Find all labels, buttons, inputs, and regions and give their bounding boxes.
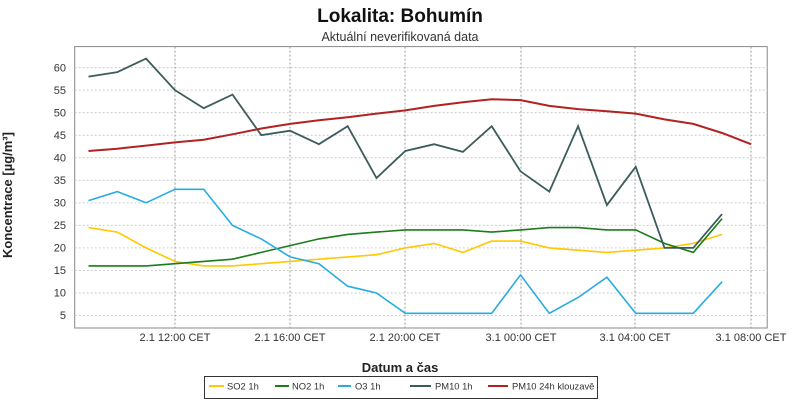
svg-text:O3 1h: O3 1h: [355, 381, 381, 392]
svg-text:NO2 1h: NO2 1h: [292, 381, 324, 392]
svg-text:PM10 1h: PM10 1h: [435, 381, 473, 392]
svg-text:SO2 1h: SO2 1h: [227, 381, 259, 392]
svg-text:PM10 24h klouzavě: PM10 24h klouzavě: [512, 381, 594, 392]
